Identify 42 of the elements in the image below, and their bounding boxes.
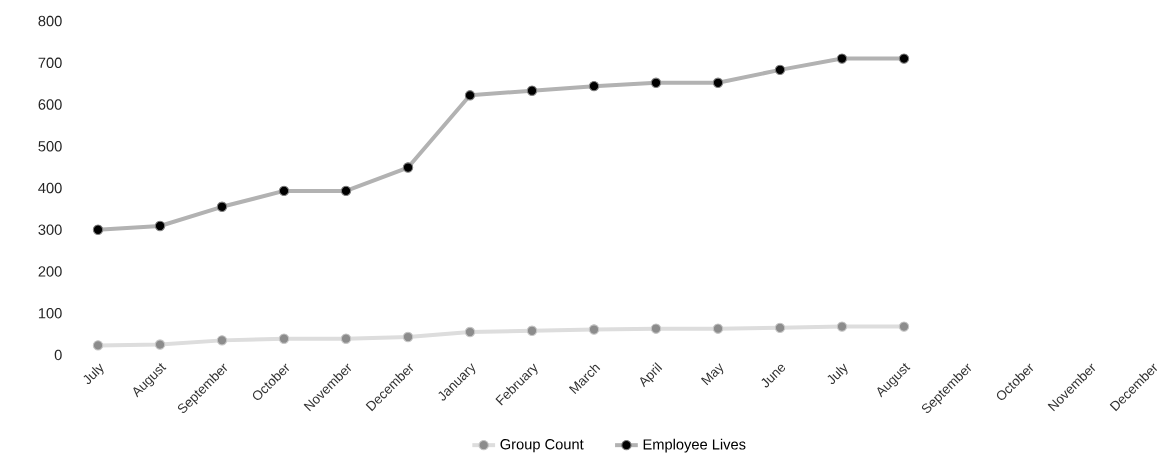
- x-tick-label: July: [83, 363, 104, 385]
- point: [774, 322, 786, 334]
- y-tick-label: 100: [38, 308, 62, 319]
- point: [92, 340, 104, 351]
- point: [588, 324, 600, 335]
- point: [774, 64, 786, 76]
- point: [154, 220, 166, 232]
- y-tick-label: 0: [54, 349, 62, 361]
- y-tick-label: 400: [38, 182, 62, 194]
- point: [278, 185, 290, 197]
- point: [836, 321, 848, 332]
- point: [650, 77, 662, 88]
- point: [898, 53, 910, 64]
- point: [712, 77, 724, 88]
- point: [278, 333, 290, 344]
- point: [154, 339, 166, 350]
- point: [712, 323, 724, 334]
- legend-label: Employee Lives: [643, 438, 746, 453]
- point: [464, 326, 476, 338]
- y-tick-label: 800: [38, 15, 62, 27]
- point: [216, 335, 228, 346]
- legend-label: Group Count: [500, 439, 584, 453]
- point: [216, 201, 228, 212]
- point: [836, 53, 848, 64]
- x-tick-label: May: [700, 363, 724, 386]
- point: [402, 162, 414, 173]
- point: [526, 325, 538, 336]
- point: [464, 90, 476, 101]
- x-tick-label: July: [827, 363, 848, 385]
- point: [650, 323, 662, 334]
- y-tick-label: 500: [38, 141, 62, 152]
- point: [92, 224, 104, 235]
- point: [588, 80, 600, 92]
- point: [526, 85, 538, 96]
- y-tick-label: 200: [38, 266, 62, 277]
- point: [340, 185, 352, 197]
- y-tick-label: 300: [38, 224, 62, 235]
- point: [898, 321, 910, 332]
- point: [402, 331, 414, 343]
- y-tick-label: 600: [38, 99, 62, 110]
- point: [340, 333, 352, 344]
- y-tick-label: 700: [38, 57, 62, 68]
